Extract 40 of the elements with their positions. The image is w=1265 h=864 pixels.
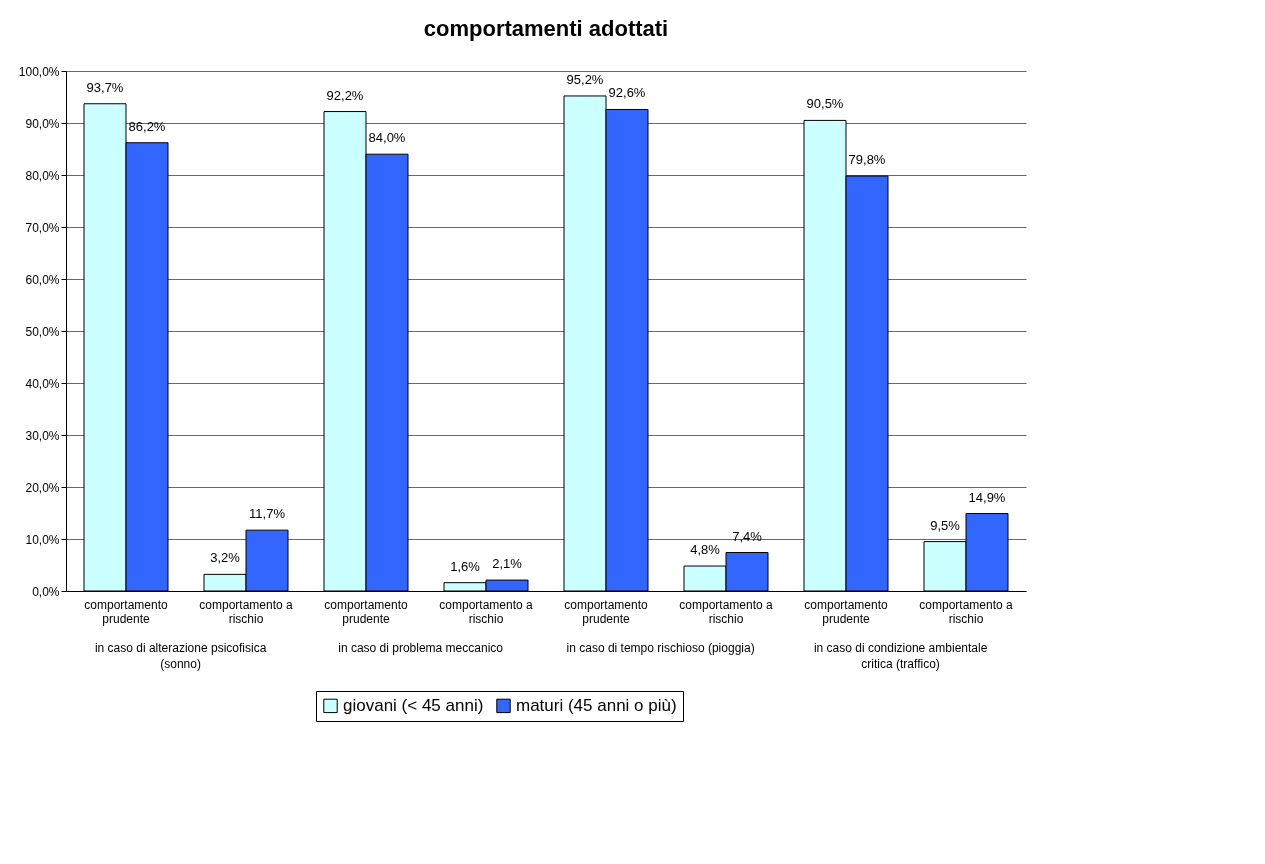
y-tick-label: 10,0% (25, 532, 60, 547)
y-tick-label: 100,0% (18, 64, 60, 79)
x-tick-label: comportamento prudente (324, 597, 409, 626)
text: in caso di problema meccanico (338, 641, 504, 655)
y-tick-label: 60,0% (25, 272, 60, 287)
chart-title: comportamenti adottati (423, 16, 669, 41)
data-label: 3,2% (210, 550, 241, 566)
data-label: 11,7% (249, 506, 286, 522)
data-label: 9,5% (930, 517, 961, 533)
text: in caso di tempo rischioso (pioggia) (566, 641, 755, 655)
legend-label: maturi (45 anni o più) (516, 695, 677, 715)
data-label: 79,8% (848, 152, 886, 168)
text: in caso di condizione ambientale critica (traffico) (813, 641, 988, 671)
x-tick-label: comportamento a rischio (919, 597, 1014, 626)
y-tick-label: 90,0% (25, 116, 60, 131)
y-tick-label: 80,0% (25, 168, 60, 183)
y-tick-label: 50,0% (25, 324, 60, 339)
data-label: 92,6% (608, 85, 646, 101)
x-tick-label: comportamento a rischio (679, 597, 774, 626)
y-tick-label: 0,0% (32, 584, 60, 599)
data-label: 90,5% (806, 96, 844, 112)
x-tick-label: comportamento a rischio (439, 597, 534, 626)
x-tick-label: comportamento a rischio (199, 597, 294, 626)
data-label: 84,0% (368, 130, 406, 146)
y-tick-label: 70,0% (25, 220, 60, 235)
x-tick-label: comportamento prudente (84, 597, 169, 626)
y-tick-label: 30,0% (25, 428, 60, 443)
text: in caso di alterazione psicofisica (sonno) (94, 641, 267, 671)
legend-label: giovani (< 45 anni) (343, 695, 484, 715)
data-label: 4,8% (690, 542, 721, 558)
y-tick-label: 40,0% (25, 376, 60, 391)
data-label: 2,1% (492, 556, 523, 572)
x-tick-label: comportamento prudente (564, 597, 649, 626)
data-label: 95,2% (566, 71, 604, 87)
data-label: 1,6% (450, 558, 481, 574)
y-tick-label: 20,0% (25, 480, 60, 495)
data-label: 14,9% (968, 489, 1006, 505)
x-tick-label: comportamento prudente (804, 597, 889, 626)
data-label: 93,7% (86, 79, 124, 95)
data-label: 92,2% (326, 87, 364, 103)
